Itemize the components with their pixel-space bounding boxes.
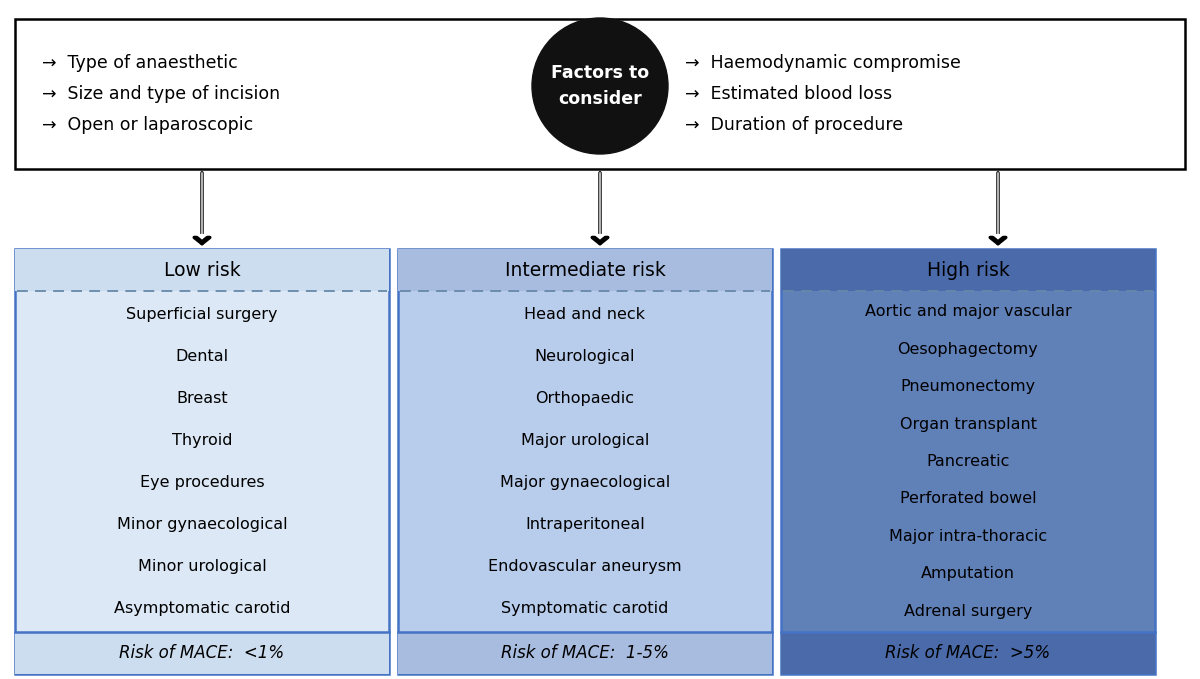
Text: Aortic and major vascular: Aortic and major vascular [865,304,1072,319]
FancyBboxPatch shape [398,249,772,674]
Text: Head and neck: Head and neck [524,306,646,322]
Text: Major gynaecological: Major gynaecological [500,475,670,490]
Text: Symptomatic carotid: Symptomatic carotid [502,602,668,617]
Text: Factors to
consider: Factors to consider [551,65,649,107]
Text: Organ transplant: Organ transplant [900,416,1037,432]
Text: Breast: Breast [176,391,228,406]
Text: High risk: High risk [926,261,1009,280]
FancyBboxPatch shape [14,19,1186,169]
Text: →  Haemodynamic compromise
→  Estimated blood loss
→  Duration of procedure: → Haemodynamic compromise → Estimated bl… [685,54,961,134]
Text: Low risk: Low risk [163,261,240,280]
Text: Pancreatic: Pancreatic [926,454,1009,469]
Text: Risk of MACE:  >5%: Risk of MACE: >5% [886,644,1050,662]
Text: Minor gynaecological: Minor gynaecological [116,517,287,532]
Text: Pneumonectomy: Pneumonectomy [900,379,1036,394]
Text: Thyroid: Thyroid [172,433,233,448]
Circle shape [532,18,668,154]
FancyBboxPatch shape [398,632,772,674]
Text: Oesophagectomy: Oesophagectomy [898,342,1038,356]
Text: →  Type of anaesthetic
→  Size and type of incision
→  Open or laparoscopic: → Type of anaesthetic → Size and type of… [42,54,280,134]
Text: Neurological: Neurological [535,349,635,364]
Text: Eye procedures: Eye procedures [139,475,264,490]
FancyBboxPatch shape [398,249,772,291]
Text: Risk of MACE:  <1%: Risk of MACE: <1% [120,644,284,662]
FancyBboxPatch shape [14,249,389,674]
Text: Intraperitoneal: Intraperitoneal [526,517,644,532]
FancyBboxPatch shape [14,249,389,291]
Text: Risk of MACE:  1-5%: Risk of MACE: 1-5% [502,644,668,662]
Text: Major intra-thoracic: Major intra-thoracic [889,529,1048,544]
Text: Superficial surgery: Superficial surgery [126,306,277,322]
FancyBboxPatch shape [781,249,1154,291]
Text: Endovascular aneurysm: Endovascular aneurysm [488,559,682,574]
Text: Major urological: Major urological [521,433,649,448]
Text: Dental: Dental [175,349,228,364]
Text: Intermediate risk: Intermediate risk [504,261,666,280]
Text: Amputation: Amputation [922,566,1015,581]
FancyBboxPatch shape [14,632,389,674]
Text: Adrenal surgery: Adrenal surgery [904,604,1032,619]
Text: Minor urological: Minor urological [138,559,266,574]
FancyBboxPatch shape [781,632,1154,674]
Text: Perforated bowel: Perforated bowel [900,492,1037,507]
FancyBboxPatch shape [781,249,1154,674]
Text: Asymptomatic carotid: Asymptomatic carotid [114,602,290,617]
Text: Orthopaedic: Orthopaedic [535,391,635,406]
